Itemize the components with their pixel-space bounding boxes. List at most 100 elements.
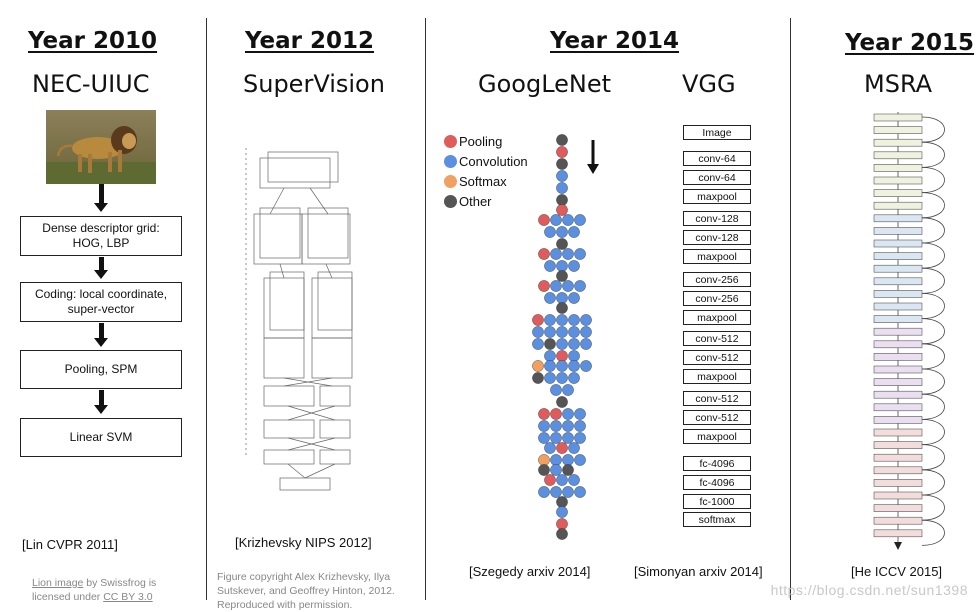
convolution-node [544, 350, 556, 362]
resnet-layer [873, 466, 923, 475]
convolution-node [568, 350, 580, 362]
convolution-node [538, 420, 550, 432]
vgg-layer-conv-64: conv-64 [683, 170, 751, 185]
cc-license-link[interactable]: CC BY 3.0 [103, 591, 153, 603]
alexnet-diagram [240, 128, 360, 500]
convolution-node [550, 214, 562, 226]
resnet-layer [873, 252, 923, 260]
convolution-node [562, 248, 574, 260]
convolution-node [556, 226, 568, 238]
skip-connection [921, 368, 945, 395]
softmax-node [538, 454, 550, 466]
pooling-node [538, 408, 550, 420]
skip-connection [921, 167, 945, 193]
convolution-node [574, 280, 586, 292]
vgg-layer-fc-4096: fc-4096 [683, 456, 751, 471]
other-node [562, 464, 574, 476]
convolution-node [568, 314, 580, 326]
other-node [556, 238, 568, 250]
vgg-layer-conv-128: conv-128 [683, 230, 751, 245]
convolution-node [568, 360, 580, 372]
convolution-node [556, 360, 568, 372]
vgg-layer-conv-256: conv-256 [683, 272, 751, 287]
resnet-layer [873, 239, 923, 248]
other-node [544, 338, 556, 350]
convolution-node [568, 226, 580, 238]
vgg-layer-image: Image [683, 125, 751, 140]
convolution-node [538, 486, 550, 498]
skip-connection [921, 116, 945, 143]
alexnet-credit: Figure copyright Alex Krizhevsky, Ilya S… [217, 571, 395, 611]
other-node [556, 496, 568, 508]
pooling-node [556, 204, 568, 216]
convolution-node [562, 486, 574, 498]
vgg-layer-maxpool: maxpool [683, 189, 751, 204]
vgg-layer-conv-256: conv-256 [683, 291, 751, 306]
convolution-node [556, 372, 568, 384]
convolution-node [568, 338, 580, 350]
resnet-layer [873, 189, 923, 197]
convolution-node [562, 214, 574, 226]
pooling-node [532, 314, 544, 326]
arrow-4 [99, 390, 104, 406]
convolution-node [544, 326, 556, 338]
citation-lin: [Lin CVPR 2011] [22, 537, 118, 552]
convolution-node [568, 442, 580, 454]
convolution-node [544, 360, 556, 372]
convolution-node [562, 432, 574, 444]
vgg-layer-softmax: softmax [683, 512, 751, 527]
resnet-layer [873, 416, 923, 424]
vgg-layer-maxpool: maxpool [683, 369, 751, 384]
vgg-layer-conv-512: conv-512 [683, 331, 751, 346]
resnet-layer [873, 504, 923, 512]
pooling-node [550, 408, 562, 420]
convolution-node [574, 248, 586, 260]
vgg-layer-conv-512: conv-512 [683, 391, 751, 406]
convolution-node [550, 384, 562, 396]
convolution-node [562, 408, 574, 420]
pooling-node [544, 474, 556, 486]
convolution-node [550, 280, 562, 292]
resnet-layer [873, 113, 923, 122]
resnet-layer [873, 390, 923, 399]
vgg-layer-conv-128: conv-128 [683, 211, 751, 226]
citation-krizhevsky: [Krizhevsky NIPS 2012] [235, 535, 372, 550]
convolution-node [556, 474, 568, 486]
lion-image-link[interactable]: Lion image [32, 577, 84, 589]
resnet-layer [873, 277, 923, 286]
other-node [556, 158, 568, 170]
nec-uiuc-title: NEC-UIUC [32, 70, 150, 98]
skip-connection [921, 293, 945, 319]
skip-connection [921, 242, 945, 269]
convolution-node [568, 326, 580, 338]
convolution-node [544, 226, 556, 238]
pooling-node [556, 518, 568, 530]
convolution-node [544, 314, 556, 326]
legend-convolution: Convolution [444, 154, 528, 169]
legend-softmax: Softmax [444, 174, 507, 189]
resnet-layer [873, 491, 923, 500]
arrow-1 [99, 184, 104, 204]
convolution-node [556, 314, 568, 326]
googlenet-title: GoogLeNet [478, 70, 612, 98]
resnet-layer [873, 529, 923, 538]
separator-2 [425, 18, 426, 600]
pooling-node [538, 280, 550, 292]
step-descriptor-grid: Dense descriptor grid: HOG, LBP [20, 216, 182, 256]
vgg-title: VGG [682, 70, 736, 98]
citation-szegedy: [Szegedy arxiv 2014] [469, 564, 591, 579]
skip-connection [921, 192, 945, 219]
convolution-node [550, 248, 562, 260]
lion-credit: Lion image by Swissfrog is licensed unde… [32, 577, 157, 603]
resnet-layer [873, 479, 923, 487]
convolution-node [568, 260, 580, 272]
convolution-node [568, 474, 580, 486]
convolution-node [580, 360, 592, 372]
resnet-layer [873, 453, 923, 462]
resnet-layer [873, 378, 923, 386]
vgg-layer-conv-512: conv-512 [683, 410, 751, 425]
skip-connection [921, 217, 945, 244]
other-dot-icon [444, 195, 457, 208]
convolution-node [574, 214, 586, 226]
resnet-layer [873, 176, 923, 185]
